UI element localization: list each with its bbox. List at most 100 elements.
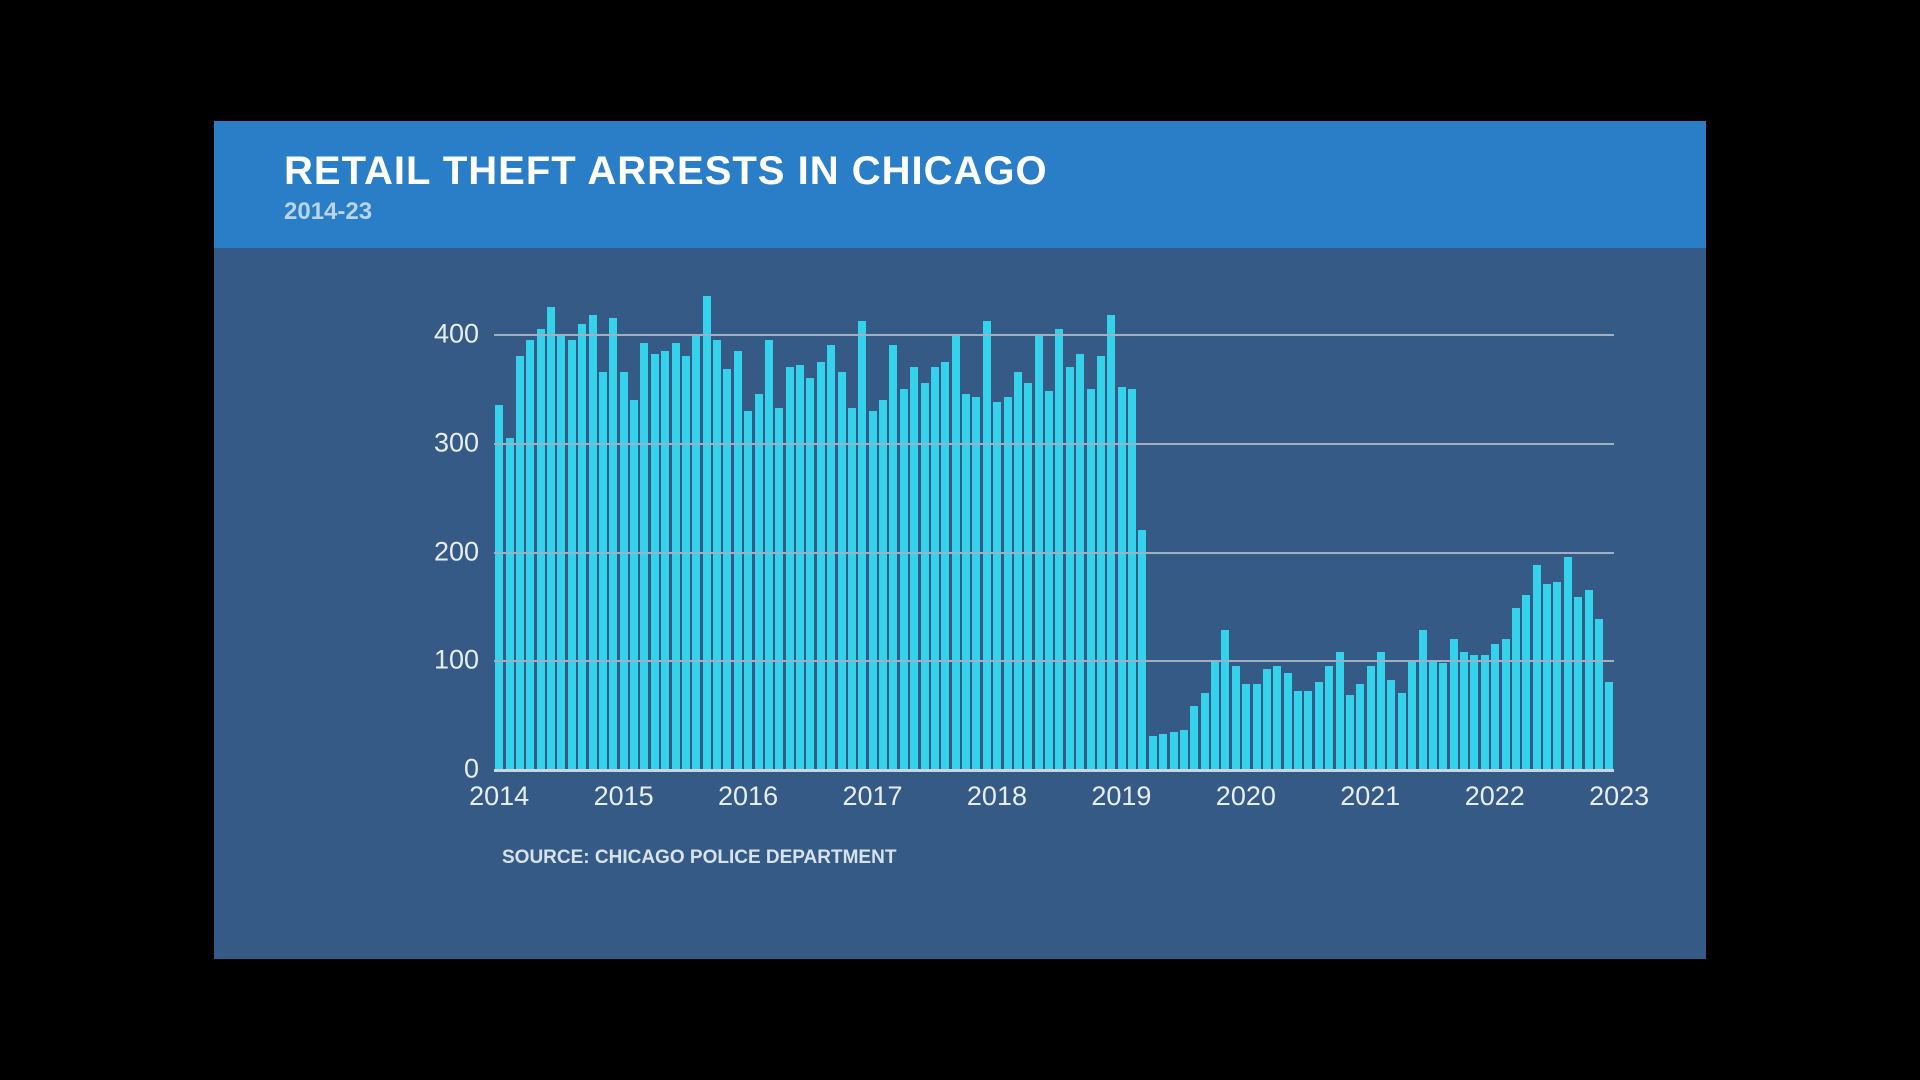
bar [1543, 584, 1551, 769]
bar [537, 329, 545, 769]
y-tick-label: 300 [424, 428, 479, 459]
bar [972, 397, 980, 769]
x-tick-label: 2018 [967, 781, 1027, 812]
bar [1315, 682, 1323, 769]
bar [1564, 557, 1572, 769]
bar [1253, 684, 1261, 769]
bar [723, 369, 731, 769]
bar [630, 400, 638, 769]
bar [589, 315, 597, 769]
bar [1336, 652, 1344, 769]
bar [1574, 597, 1582, 769]
bar [806, 378, 814, 769]
bar [1014, 372, 1022, 769]
bars-container [494, 291, 1614, 769]
bar [1533, 565, 1541, 769]
bar [765, 340, 773, 769]
bar [1055, 329, 1063, 769]
bar [1346, 695, 1354, 769]
chart-panel: RETAIL THEFT ARRESTS IN CHICAGO 2014-23 … [214, 121, 1706, 959]
bar [993, 402, 1001, 769]
bar [1076, 354, 1084, 769]
bar [1066, 367, 1074, 769]
bar [744, 411, 752, 770]
bar [599, 372, 607, 769]
bar [775, 408, 783, 769]
bar [1522, 595, 1530, 769]
bar [620, 372, 628, 769]
bar [1004, 397, 1012, 769]
bar [640, 343, 648, 769]
x-tick-label: 2015 [594, 781, 654, 812]
bar [1273, 666, 1281, 769]
bar [921, 383, 929, 769]
bar [1460, 652, 1468, 769]
bar [1045, 391, 1053, 769]
bar [910, 367, 918, 769]
bar [1408, 660, 1416, 769]
bar [1470, 655, 1478, 769]
bar [547, 307, 555, 769]
bar [786, 367, 794, 769]
bar [848, 408, 856, 769]
bar [1553, 582, 1561, 769]
bar [869, 411, 877, 770]
x-tick-label: 2016 [718, 781, 778, 812]
bar [495, 405, 503, 769]
bar [661, 351, 669, 769]
bar [526, 340, 534, 769]
bar [1087, 389, 1095, 769]
bar [1605, 682, 1613, 769]
bar [1325, 666, 1333, 769]
gridline [494, 660, 1614, 662]
bar [1201, 693, 1209, 769]
y-tick-label: 0 [424, 754, 479, 785]
bar [1356, 684, 1364, 769]
bar [1294, 691, 1302, 769]
bar [838, 372, 846, 769]
bar [889, 345, 897, 769]
bar [1107, 315, 1115, 769]
bar [879, 400, 887, 769]
bar [827, 345, 835, 769]
bar [858, 321, 866, 769]
bar [1304, 691, 1312, 769]
bar [516, 356, 524, 769]
bar [1398, 693, 1406, 769]
x-tick-label: 2022 [1465, 781, 1525, 812]
bar [931, 367, 939, 769]
bar [734, 351, 742, 769]
bar [1263, 669, 1271, 769]
bar [568, 340, 576, 769]
bar [983, 321, 991, 769]
bar [1450, 639, 1458, 769]
gridline [494, 334, 1614, 336]
y-tick-label: 400 [424, 319, 479, 350]
bar [1242, 684, 1250, 769]
baseline [494, 769, 1614, 772]
bar [1128, 389, 1136, 769]
bar [1284, 673, 1292, 769]
bar [1097, 356, 1105, 769]
bar [817, 362, 825, 769]
bar [578, 324, 586, 769]
bar [1138, 530, 1146, 769]
bar [713, 340, 721, 769]
plot-area [494, 291, 1614, 769]
bar [1387, 680, 1395, 769]
bar [1149, 736, 1157, 769]
bar [962, 394, 970, 769]
bar [1419, 630, 1427, 769]
bar [900, 389, 908, 769]
x-tick-label: 2020 [1216, 781, 1276, 812]
y-tick-label: 200 [424, 536, 479, 567]
bar [1512, 608, 1520, 769]
x-tick-label: 2014 [469, 781, 529, 812]
x-tick-label: 2019 [1091, 781, 1151, 812]
bar [755, 394, 763, 769]
bar [1367, 666, 1375, 769]
bar [1221, 630, 1229, 769]
bar [1232, 666, 1240, 769]
gridline [494, 443, 1614, 445]
chart-area: 0100200300400201420152016201720182019202… [214, 121, 1706, 959]
